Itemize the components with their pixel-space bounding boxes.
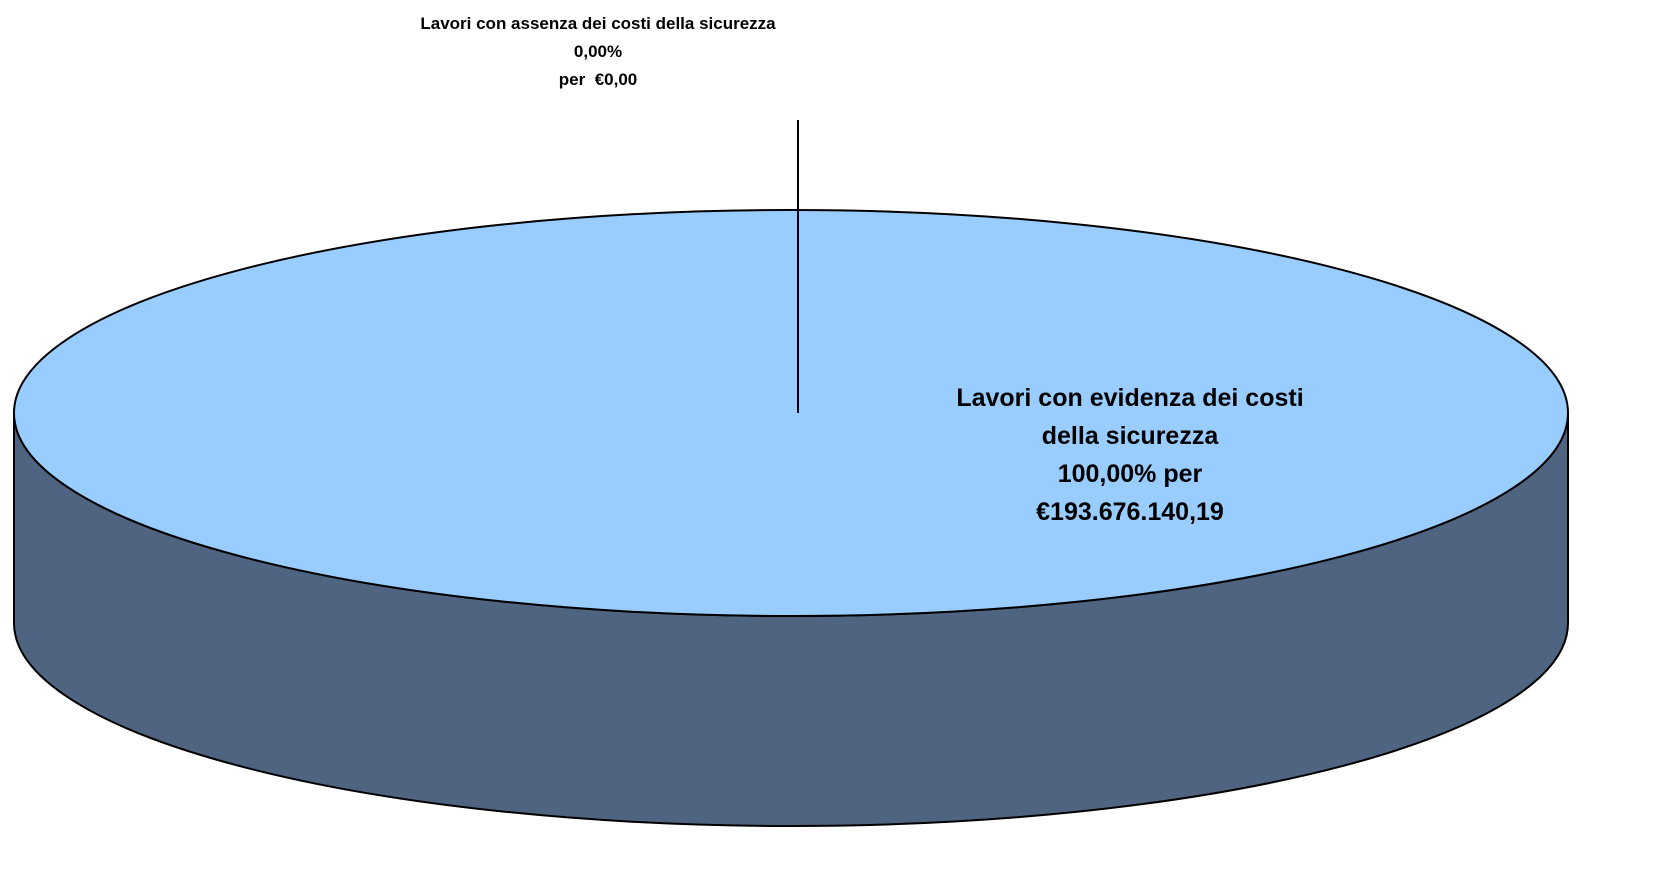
slice-amount: €193.676.140,19 — [1036, 498, 1224, 526]
slice-name: Lavori con evidenza dei costi della sicu… — [956, 384, 1304, 450]
slice-percent: 0,00% — [573, 42, 623, 61]
slice-percent: 100,00% — [1057, 460, 1157, 488]
amount-prefix: per — [1163, 460, 1203, 488]
slice — [13, 209, 1569, 617]
amount-prefix: per — [558, 70, 586, 89]
slice-name: Lavori con assenza dei costi della sicur… — [420, 14, 776, 33]
slice-label: Lavori con evidenza dei costi della sicu… — [945, 379, 1315, 531]
slice-label: Lavori con assenza dei costi della sicur… — [413, 10, 783, 94]
slice-amount: €0,00 — [594, 70, 638, 89]
